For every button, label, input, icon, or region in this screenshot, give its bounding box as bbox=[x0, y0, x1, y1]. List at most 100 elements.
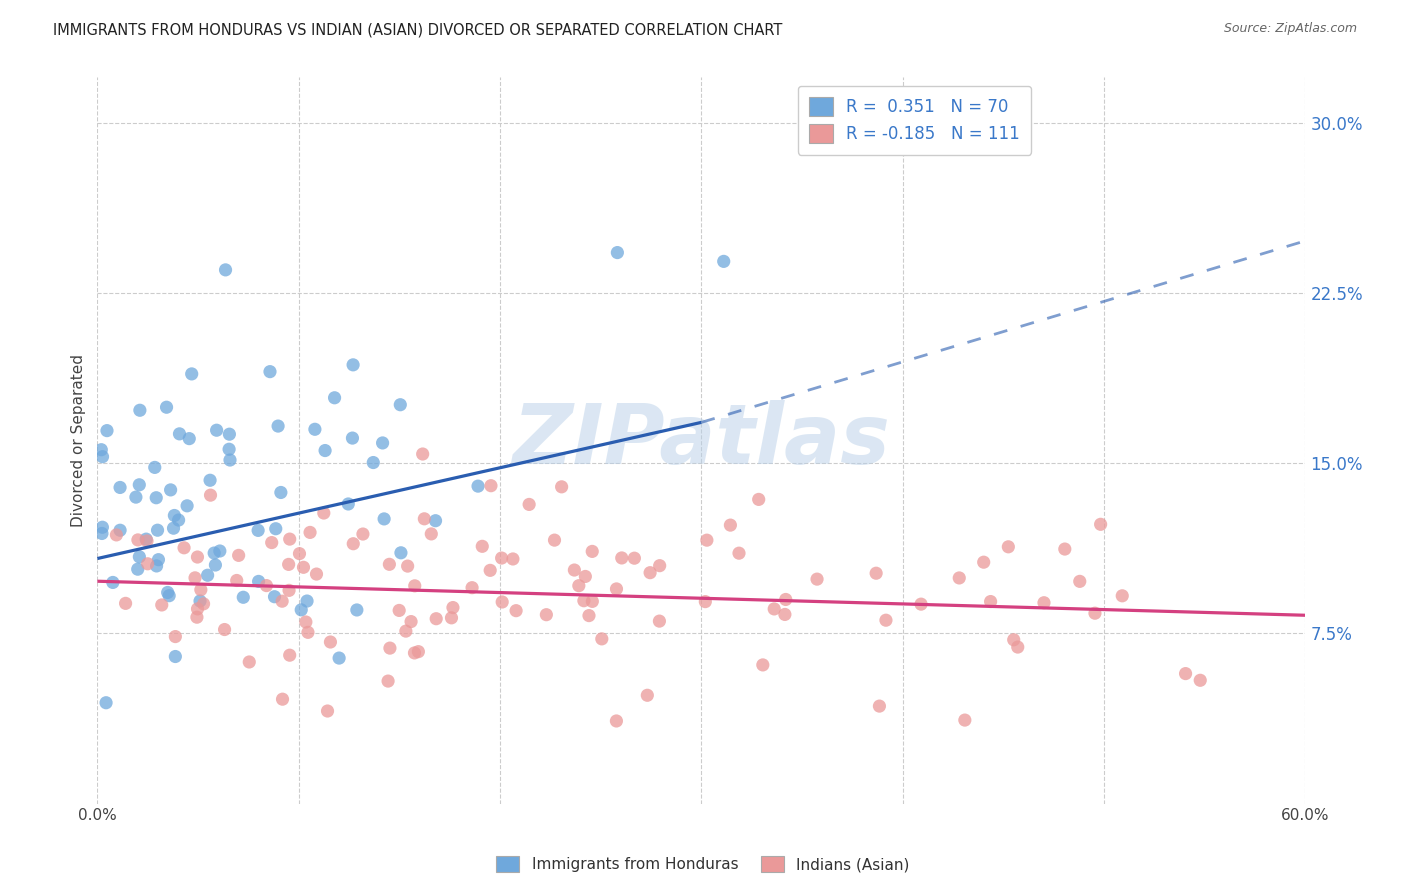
Point bbox=[186, 602, 208, 616]
Point bbox=[748, 492, 770, 507]
Point bbox=[378, 641, 401, 656]
Point bbox=[167, 513, 190, 527]
Point bbox=[319, 635, 342, 649]
Point bbox=[184, 571, 207, 585]
Point bbox=[96, 424, 118, 438]
Point bbox=[186, 610, 208, 624]
Point bbox=[412, 447, 434, 461]
Point bbox=[173, 541, 195, 555]
Point bbox=[346, 603, 368, 617]
Legend: Immigrants from Honduras, Indians (Asian): Immigrants from Honduras, Indians (Asian… bbox=[489, 848, 917, 880]
Point bbox=[162, 521, 184, 535]
Point bbox=[763, 602, 786, 616]
Legend: R =  0.351   N = 70, R = -0.185   N = 111: R = 0.351 N = 70, R = -0.185 N = 111 bbox=[797, 86, 1031, 155]
Point bbox=[214, 623, 236, 637]
Point bbox=[228, 549, 250, 563]
Point bbox=[278, 648, 301, 663]
Point bbox=[389, 546, 412, 560]
Point bbox=[648, 614, 671, 628]
Point bbox=[277, 558, 299, 572]
Point bbox=[425, 514, 447, 528]
Point bbox=[146, 523, 169, 537]
Point bbox=[278, 583, 301, 598]
Point bbox=[91, 526, 114, 541]
Point bbox=[136, 533, 159, 548]
Point bbox=[1189, 673, 1212, 688]
Point bbox=[396, 559, 419, 574]
Point bbox=[378, 558, 401, 572]
Point bbox=[163, 508, 186, 523]
Point bbox=[135, 532, 157, 546]
Point bbox=[270, 485, 292, 500]
Point bbox=[238, 655, 260, 669]
Point bbox=[292, 560, 315, 574]
Text: IMMIGRANTS FROM HONDURAS VS INDIAN (ASIAN) DIVORCED OR SEPARATED CORRELATION CHA: IMMIGRANTS FROM HONDURAS VS INDIAN (ASIA… bbox=[53, 22, 783, 37]
Point bbox=[413, 512, 436, 526]
Point bbox=[505, 604, 527, 618]
Point bbox=[1174, 666, 1197, 681]
Point bbox=[564, 563, 586, 577]
Point bbox=[179, 432, 201, 446]
Point bbox=[125, 490, 148, 504]
Point bbox=[136, 557, 159, 571]
Point bbox=[648, 558, 671, 573]
Point bbox=[260, 535, 283, 549]
Point bbox=[441, 600, 464, 615]
Point bbox=[361, 456, 384, 470]
Point bbox=[159, 483, 181, 497]
Point bbox=[773, 607, 796, 622]
Point bbox=[263, 590, 285, 604]
Point bbox=[371, 436, 394, 450]
Point bbox=[775, 592, 797, 607]
Point bbox=[267, 419, 290, 434]
Point bbox=[259, 365, 281, 379]
Point bbox=[636, 688, 658, 702]
Point bbox=[591, 632, 613, 646]
Point bbox=[948, 571, 970, 585]
Point bbox=[728, 546, 751, 560]
Point bbox=[190, 582, 212, 597]
Point bbox=[581, 594, 603, 608]
Point bbox=[128, 477, 150, 491]
Point bbox=[377, 674, 399, 689]
Point bbox=[389, 398, 412, 412]
Point bbox=[316, 704, 339, 718]
Point bbox=[1033, 596, 1056, 610]
Point bbox=[568, 579, 591, 593]
Point bbox=[1069, 574, 1091, 589]
Point bbox=[108, 480, 131, 494]
Point bbox=[420, 527, 443, 541]
Point bbox=[114, 596, 136, 610]
Point bbox=[638, 566, 661, 580]
Point bbox=[214, 263, 236, 277]
Point bbox=[145, 558, 167, 573]
Point bbox=[278, 532, 301, 546]
Point bbox=[299, 525, 322, 540]
Point bbox=[536, 607, 558, 622]
Point bbox=[1090, 517, 1112, 532]
Point bbox=[150, 598, 173, 612]
Point bbox=[143, 460, 166, 475]
Point bbox=[404, 646, 426, 660]
Point bbox=[997, 540, 1019, 554]
Point bbox=[806, 572, 828, 586]
Point bbox=[605, 582, 627, 596]
Point bbox=[404, 579, 426, 593]
Point bbox=[502, 552, 524, 566]
Point bbox=[219, 453, 242, 467]
Point bbox=[156, 585, 179, 599]
Point bbox=[198, 473, 221, 487]
Point bbox=[155, 401, 177, 415]
Point bbox=[868, 699, 890, 714]
Point bbox=[440, 611, 463, 625]
Point bbox=[204, 558, 226, 572]
Point bbox=[225, 574, 247, 588]
Point bbox=[342, 431, 364, 445]
Point bbox=[467, 479, 489, 493]
Point bbox=[90, 442, 112, 457]
Point bbox=[1002, 632, 1025, 647]
Point bbox=[304, 422, 326, 436]
Point bbox=[205, 423, 228, 437]
Point bbox=[1084, 606, 1107, 620]
Point bbox=[606, 245, 628, 260]
